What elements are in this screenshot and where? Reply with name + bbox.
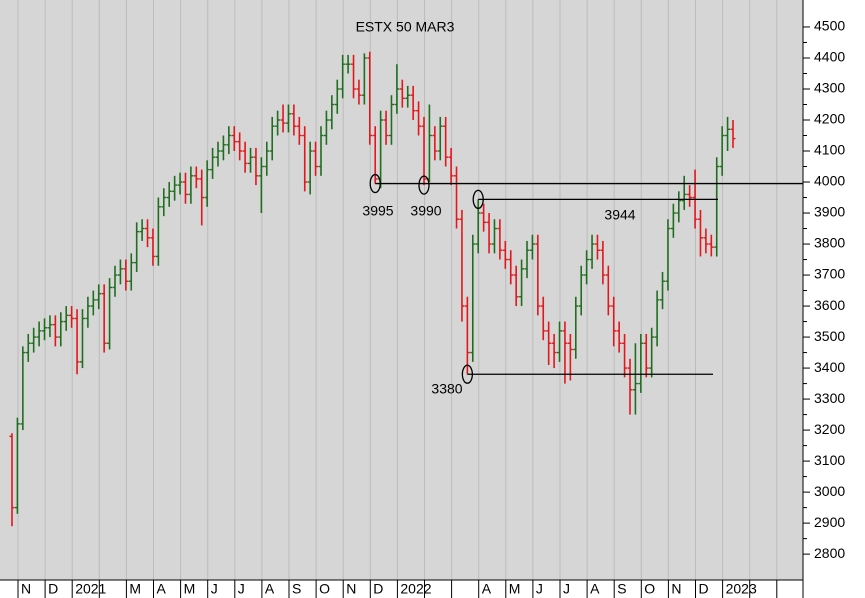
y-tick-label: 3900 [814,204,845,220]
x-tick-label: J [238,581,245,597]
y-tick-label: 3200 [814,421,845,437]
x-tick-label: A [157,581,167,597]
x-tick-label: N [346,581,356,597]
y-tick-label: 4100 [814,142,845,158]
y-tick-label: 2900 [814,514,845,530]
x-tick-label: J [563,581,570,597]
x-tick-label: M [509,581,521,597]
level-marker [369,173,381,194]
x-tick-label: O [319,581,330,597]
x-axis-strip [0,580,803,598]
x-tick-label: 2023 [726,581,757,597]
y-tick-label: 4200 [814,111,845,127]
x-tick-label: 2021 [75,581,106,597]
x-tick-label: A [590,581,600,597]
level-label: 3380 [431,381,462,397]
x-tick-label: D [699,581,709,597]
y-tick-label: 4500 [814,18,845,34]
y-tick-label: 3500 [814,328,845,344]
y-tick-label: 3600 [814,297,845,313]
y-tick-label: 4000 [814,173,845,189]
plot-background [0,0,803,580]
y-tick-label: 3100 [814,452,845,468]
x-tick-label: A [482,581,492,597]
x-tick-label: J [211,581,218,597]
level-label: 3990 [410,203,441,219]
x-tick-label: M [184,581,196,597]
chart-title: ESTX 50 MAR3 [356,19,455,35]
x-tick-label: D [373,581,383,597]
x-tick-label: J [536,581,543,597]
x-tick-label: 2022 [400,581,431,597]
x-tick-label: O [644,581,655,597]
x-tick-label: N [671,581,681,597]
y-tick-label: 3700 [814,266,845,282]
y-tick-label: 3800 [814,235,845,251]
y-tick-label: 4300 [814,80,845,96]
x-tick-label: A [265,581,275,597]
y-tick-label: 3300 [814,390,845,406]
x-tick-label: M [129,581,141,597]
level-label: 3995 [362,203,393,219]
x-tick-label: S [617,581,626,597]
x-tick-label: S [292,581,301,597]
y-tick-label: 3400 [814,359,845,375]
y-tick-label: 2800 [814,545,845,561]
level-marker [461,364,474,384]
x-tick-label: D [48,581,58,597]
y-tick-label: 3000 [814,483,845,499]
level-marker [418,175,430,195]
level-label: 3944 [604,207,635,223]
y-tick-label: 4400 [814,49,845,65]
x-tick-label: N [21,581,31,597]
level-marker [472,189,484,210]
